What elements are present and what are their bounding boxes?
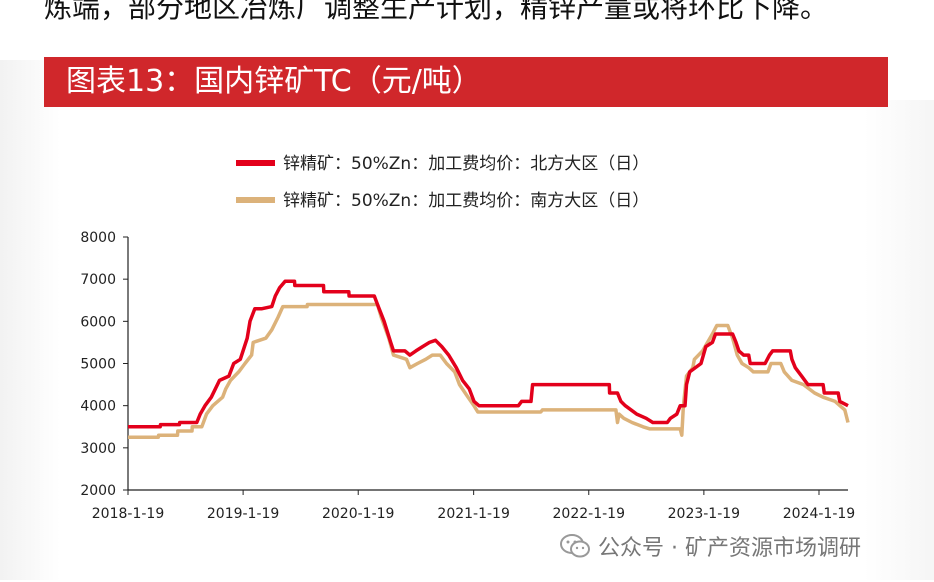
series-line-1 [128,302,850,440]
watermark: 公众号 · 矿产资源市场调研 [560,530,861,562]
y-tick-label: 3000 [80,441,116,457]
legend-label-0: 锌精矿：50%Zn：加工费均价：北方大区（日） [283,154,649,174]
y-tick-label: 4000 [80,399,116,415]
chart-legend: 锌精矿：50%Zn：加工费均价：北方大区（日） 锌精矿：50%Zn：加工费均价：南… [236,154,649,211]
background-decoration-left [0,60,60,580]
y-tick-label: 5000 [80,357,116,373]
x-tick-label: 2020-1-19 [322,506,394,522]
background-decoration-right [864,100,934,580]
series-line-0 [128,279,849,429]
chart-title-bar: 图表13：国内锌矿TC（元/吨） [44,57,888,107]
y-tick-label: 2000 [80,483,116,499]
x-tick-label: 2023-1-19 [668,506,740,522]
y-tick-label: 8000 [80,230,116,246]
x-tick-label: 2019-1-19 [207,506,279,522]
x-tick-label: 2018-1-19 [92,506,164,522]
y-tick-label: 7000 [80,272,116,288]
intro-text: 炼端，部分地区冶炼厂调整生产计划，精锌产量或将环比下降。 [44,0,829,24]
x-tick-label: 2021-1-19 [437,506,509,522]
x-tick-label: 2024-1-19 [783,506,855,522]
chart-series [128,279,850,440]
legend-label-1: 锌精矿：50%Zn：加工费均价：南方大区（日） [283,191,649,211]
y-tick-label: 6000 [80,314,116,330]
chart-axes: 2000 3000 4000 5000 6000 7000 8000 2018-1-19 201… [80,230,855,522]
x-tick-label: 2022-1-19 [553,506,625,522]
watermark-text: 公众号 · 矿产资源市场调研 [598,536,861,561]
chart-title: 图表13：国内锌矿TC（元/吨） [66,64,482,99]
wechat-icon [560,534,590,558]
